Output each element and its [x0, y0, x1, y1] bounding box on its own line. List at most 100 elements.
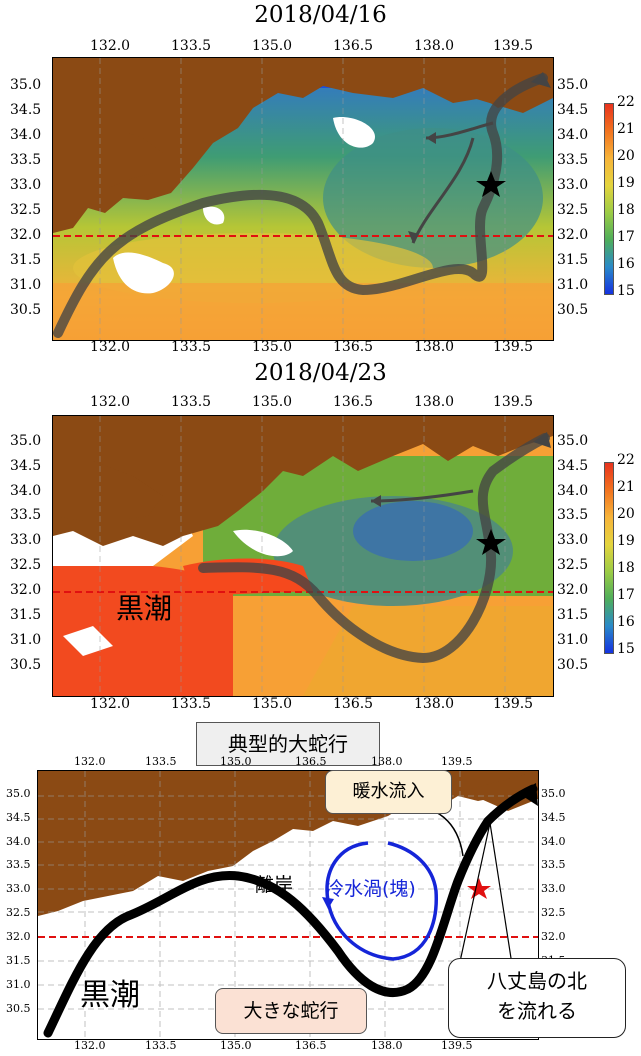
lon-tick: 138.0: [414, 339, 455, 355]
lon-tick: 139.5: [441, 755, 473, 768]
panel3-warm-inflow-callout: 暖水流入: [325, 770, 452, 814]
panel3-offshore-label: 離岸: [255, 874, 294, 896]
lon-tick: 139.5: [493, 696, 534, 712]
lat-tick: 34.5: [10, 102, 42, 118]
panel2-colorbar: [604, 462, 614, 654]
panel2-map-svg: [53, 416, 553, 696]
hachijo-star: [476, 529, 506, 555]
panel3-north-hachijo-callout: 八丈島の北 を流れる: [448, 958, 626, 1038]
lon-tick: 138.0: [414, 696, 455, 712]
lat-tick: 30.5: [557, 302, 589, 318]
panel3-kuroshio-label: 黒潮: [80, 978, 140, 1013]
colorbar-tick: 22: [617, 452, 635, 468]
lat-tick: 35.0: [6, 787, 31, 800]
colorbar-tick: 17: [617, 587, 635, 603]
lat-tick: 30.5: [557, 657, 589, 673]
colorbar-tick: 16: [617, 256, 635, 272]
lat-tick: 33.0: [541, 882, 566, 895]
lat-tick: 32.0: [557, 227, 589, 243]
lat-tick: 31.0: [10, 632, 42, 648]
panel2-title: 2018/04/23: [254, 360, 387, 386]
lat-tick: 31.5: [6, 954, 31, 967]
lat-tick: 31.5: [10, 252, 42, 268]
lon-tick: 138.0: [414, 394, 455, 410]
lat-tick: 32.0: [541, 930, 566, 943]
lon-tick: 133.5: [145, 755, 177, 768]
lat-tick: 33.0: [557, 532, 589, 548]
lat-tick: 32.5: [10, 202, 42, 218]
lon-tick: 139.5: [441, 1039, 473, 1052]
lon-tick: 133.5: [171, 696, 212, 712]
lon-tick: 133.5: [171, 339, 212, 355]
lat-tick: 33.5: [6, 858, 31, 871]
lat-tick: 33.5: [10, 152, 42, 168]
panel3-meander-callout: 大きな蛇行: [215, 988, 367, 1034]
north-hachijo-line1: 八丈島の北: [487, 969, 587, 993]
colorbar-tick: 16: [617, 614, 635, 630]
lon-tick: 132.0: [90, 696, 131, 712]
lat-tick: 30.5: [10, 302, 42, 318]
colorbar-tick: 21: [617, 121, 635, 137]
lat-tick: 32.5: [6, 906, 31, 919]
lon-tick: 135.0: [252, 696, 293, 712]
panel2-map: [52, 415, 554, 697]
lon-tick: 133.5: [171, 38, 212, 54]
lat-tick: 31.0: [10, 277, 42, 293]
colorbar-tick: 18: [617, 560, 635, 576]
lat-tick: 34.0: [6, 835, 31, 848]
lon-tick: 135.0: [252, 394, 293, 410]
lon-tick: 136.5: [333, 394, 374, 410]
lat-tick: 32.0: [557, 582, 589, 598]
lon-tick: 136.5: [333, 696, 374, 712]
colorbar-tick: 15: [617, 283, 635, 299]
lon-tick: 132.0: [90, 339, 131, 355]
colorbar-tick: 19: [617, 533, 635, 549]
lon-tick: 135.0: [220, 755, 252, 768]
panel2-kuroshio-label: 黒潮: [116, 592, 173, 625]
lat-tick: 34.5: [541, 811, 566, 824]
north-hachijo-line2: を流れる: [497, 999, 577, 1023]
hachijo-star-red: [467, 878, 491, 899]
lat-tick: 33.5: [541, 858, 566, 871]
lat-tick: 32.5: [557, 557, 589, 573]
lon-tick: 138.0: [371, 1039, 403, 1052]
lat-tick: 34.0: [557, 483, 589, 499]
colorbar-tick: 19: [617, 175, 635, 191]
lon-tick: 133.5: [145, 1039, 177, 1052]
panel3-map-svg: [38, 771, 538, 1039]
lat-tick: 32.5: [557, 202, 589, 218]
lat-tick: 32.5: [541, 906, 566, 919]
lon-tick: 132.0: [74, 755, 106, 768]
lon-tick: 135.0: [252, 339, 293, 355]
lat-tick: 31.0: [557, 277, 589, 293]
lon-tick: 138.0: [371, 755, 403, 768]
lon-tick: 139.5: [493, 339, 534, 355]
lon-tick: 133.5: [171, 394, 212, 410]
colorbar-tick: 22: [617, 94, 635, 110]
lat-tick: 34.5: [10, 458, 42, 474]
current-arrowhead: [531, 72, 551, 88]
lat-tick: 34.5: [557, 102, 589, 118]
colorbar-tick: 15: [617, 641, 635, 657]
panel1-map: [52, 57, 554, 341]
lat-tick: 35.0: [10, 433, 42, 449]
lat-tick: 31.0: [557, 632, 589, 648]
lat-tick: 30.5: [6, 1002, 31, 1015]
colorbar-tick: 20: [617, 148, 635, 164]
lat-tick: 32.0: [10, 227, 42, 243]
lat-tick: 33.0: [6, 882, 31, 895]
lat-tick: 33.0: [557, 177, 589, 193]
colorbar-tick: 18: [617, 202, 635, 218]
colorbar-tick: 20: [617, 506, 635, 522]
panel1-colorbar: [604, 103, 614, 295]
lon-tick: 136.5: [295, 1039, 327, 1052]
lat-tick: 35.0: [541, 787, 566, 800]
lat-tick: 31.0: [6, 978, 31, 991]
panel3-header: 典型的大蛇行: [196, 722, 380, 766]
lat-tick: 35.0: [557, 77, 589, 93]
lat-tick: 34.0: [541, 835, 566, 848]
lon-tick: 138.0: [414, 38, 455, 54]
panel1-map-svg: [53, 58, 553, 340]
lat-tick: 32.0: [6, 930, 31, 943]
lat-tick: 30.5: [10, 657, 42, 673]
